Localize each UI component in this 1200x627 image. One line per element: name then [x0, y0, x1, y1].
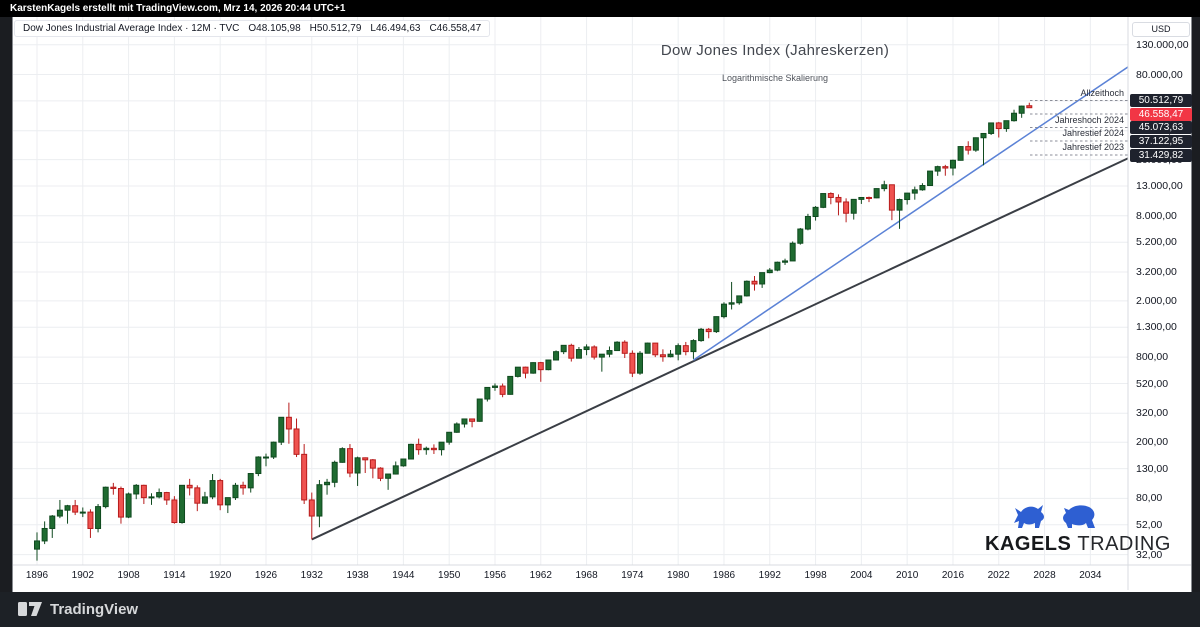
- level-label: Jahreshoch 2024: [1054, 114, 1124, 125]
- symbol-title: Dow Jones Industrial Average Index · 12M…: [23, 23, 240, 34]
- tradingview-wordmark: TradingView: [50, 601, 139, 618]
- time-axis-label: 1986: [712, 570, 736, 581]
- price-axis-label: 3.200,00: [1136, 266, 1177, 279]
- price-axis-label: 52,00: [1136, 518, 1163, 531]
- price-level-tag: 37.122,95: [1130, 134, 1192, 148]
- price-axis-label: 8.000,00: [1136, 209, 1177, 222]
- time-axis-label: 1950: [438, 570, 461, 581]
- time-axis-label: 1998: [804, 570, 827, 581]
- time-axis-label: 1980: [667, 570, 690, 581]
- time-axis-label: 1914: [163, 570, 186, 581]
- tradingview-logo[interactable]: TradingView: [18, 601, 138, 618]
- price-axis-label: 130,00: [1136, 462, 1169, 475]
- price-axis-label: 13.000,00: [1136, 180, 1183, 192]
- time-axis-label: 2016: [941, 570, 965, 581]
- time-axis-label: 1908: [117, 570, 140, 581]
- current-price-tag: 46.558,47: [1130, 107, 1192, 121]
- currency-button[interactable]: USD: [1132, 22, 1190, 37]
- time-axis-label: 1938: [346, 570, 369, 581]
- time-axis-label: 2004: [850, 570, 873, 581]
- time-axis-label: 1956: [483, 570, 507, 581]
- level-label: Jahrestief 2024: [1062, 128, 1124, 138]
- time-axis-label: 1926: [254, 570, 278, 581]
- ohlc-open: O48.105,98: [248, 23, 301, 34]
- time-axis-label: 1896: [25, 570, 49, 581]
- ohlc-close: C46.558,47: [429, 23, 482, 34]
- price-level-tag: 50.512,79: [1130, 94, 1192, 107]
- price-axis-label: 320,00: [1136, 407, 1169, 420]
- time-axis-label: 1920: [209, 570, 232, 581]
- attribution-text: KarstenKagels erstellt mit TradingView.c…: [10, 3, 346, 14]
- price-level-tag: 45.073,63: [1130, 121, 1192, 134]
- price-axis-label: 80.000,00: [1136, 68, 1183, 81]
- time-axis-label: 1902: [71, 570, 94, 581]
- time-axis-label: 1992: [758, 570, 781, 581]
- time-axis-label: 2022: [987, 570, 1010, 581]
- price-axis-label: 520,00: [1136, 377, 1169, 390]
- price-axis-label: 130.000,00: [1136, 38, 1189, 51]
- ohlc-low: L46.494,63: [370, 23, 421, 34]
- time-axis-label: 1962: [529, 570, 552, 581]
- price-axis-label: 1.300,00: [1136, 321, 1177, 334]
- tradingview-mark-icon: [18, 602, 42, 616]
- price-axis-label: 32,00: [1136, 548, 1163, 561]
- time-axis-label: 1974: [621, 570, 644, 581]
- price-axis-label: 5.200,00: [1136, 236, 1177, 249]
- price-axis-label: 200,00: [1136, 436, 1169, 449]
- attribution-bar: KarstenKagels erstellt mit TradingView.c…: [0, 0, 1200, 17]
- time-axis-label: 1968: [575, 570, 598, 581]
- price-axis-label: 2.000,00: [1136, 294, 1177, 307]
- time-axis-label: 2028: [1033, 570, 1056, 581]
- level-label: Allzeithoch: [1080, 87, 1124, 98]
- level-label: Jahrestief 2023: [1062, 142, 1124, 152]
- chart-panel: [12, 17, 1192, 592]
- price-level-tag: 31.429,82: [1130, 148, 1192, 162]
- time-axis-label: 2010: [896, 570, 919, 581]
- time-axis-label: 1932: [300, 570, 323, 581]
- price-axis-label: 800,00: [1136, 351, 1169, 364]
- footer: TradingView: [0, 592, 1200, 627]
- ohlc-high: H50.512,79: [309, 23, 362, 34]
- time-axis-label: 1944: [392, 570, 415, 581]
- time-axis-label: 2034: [1079, 570, 1102, 581]
- symbol-legend[interactable]: Dow Jones Industrial Average Index · 12M…: [14, 20, 491, 37]
- price-axis-label: 80,00: [1136, 492, 1163, 505]
